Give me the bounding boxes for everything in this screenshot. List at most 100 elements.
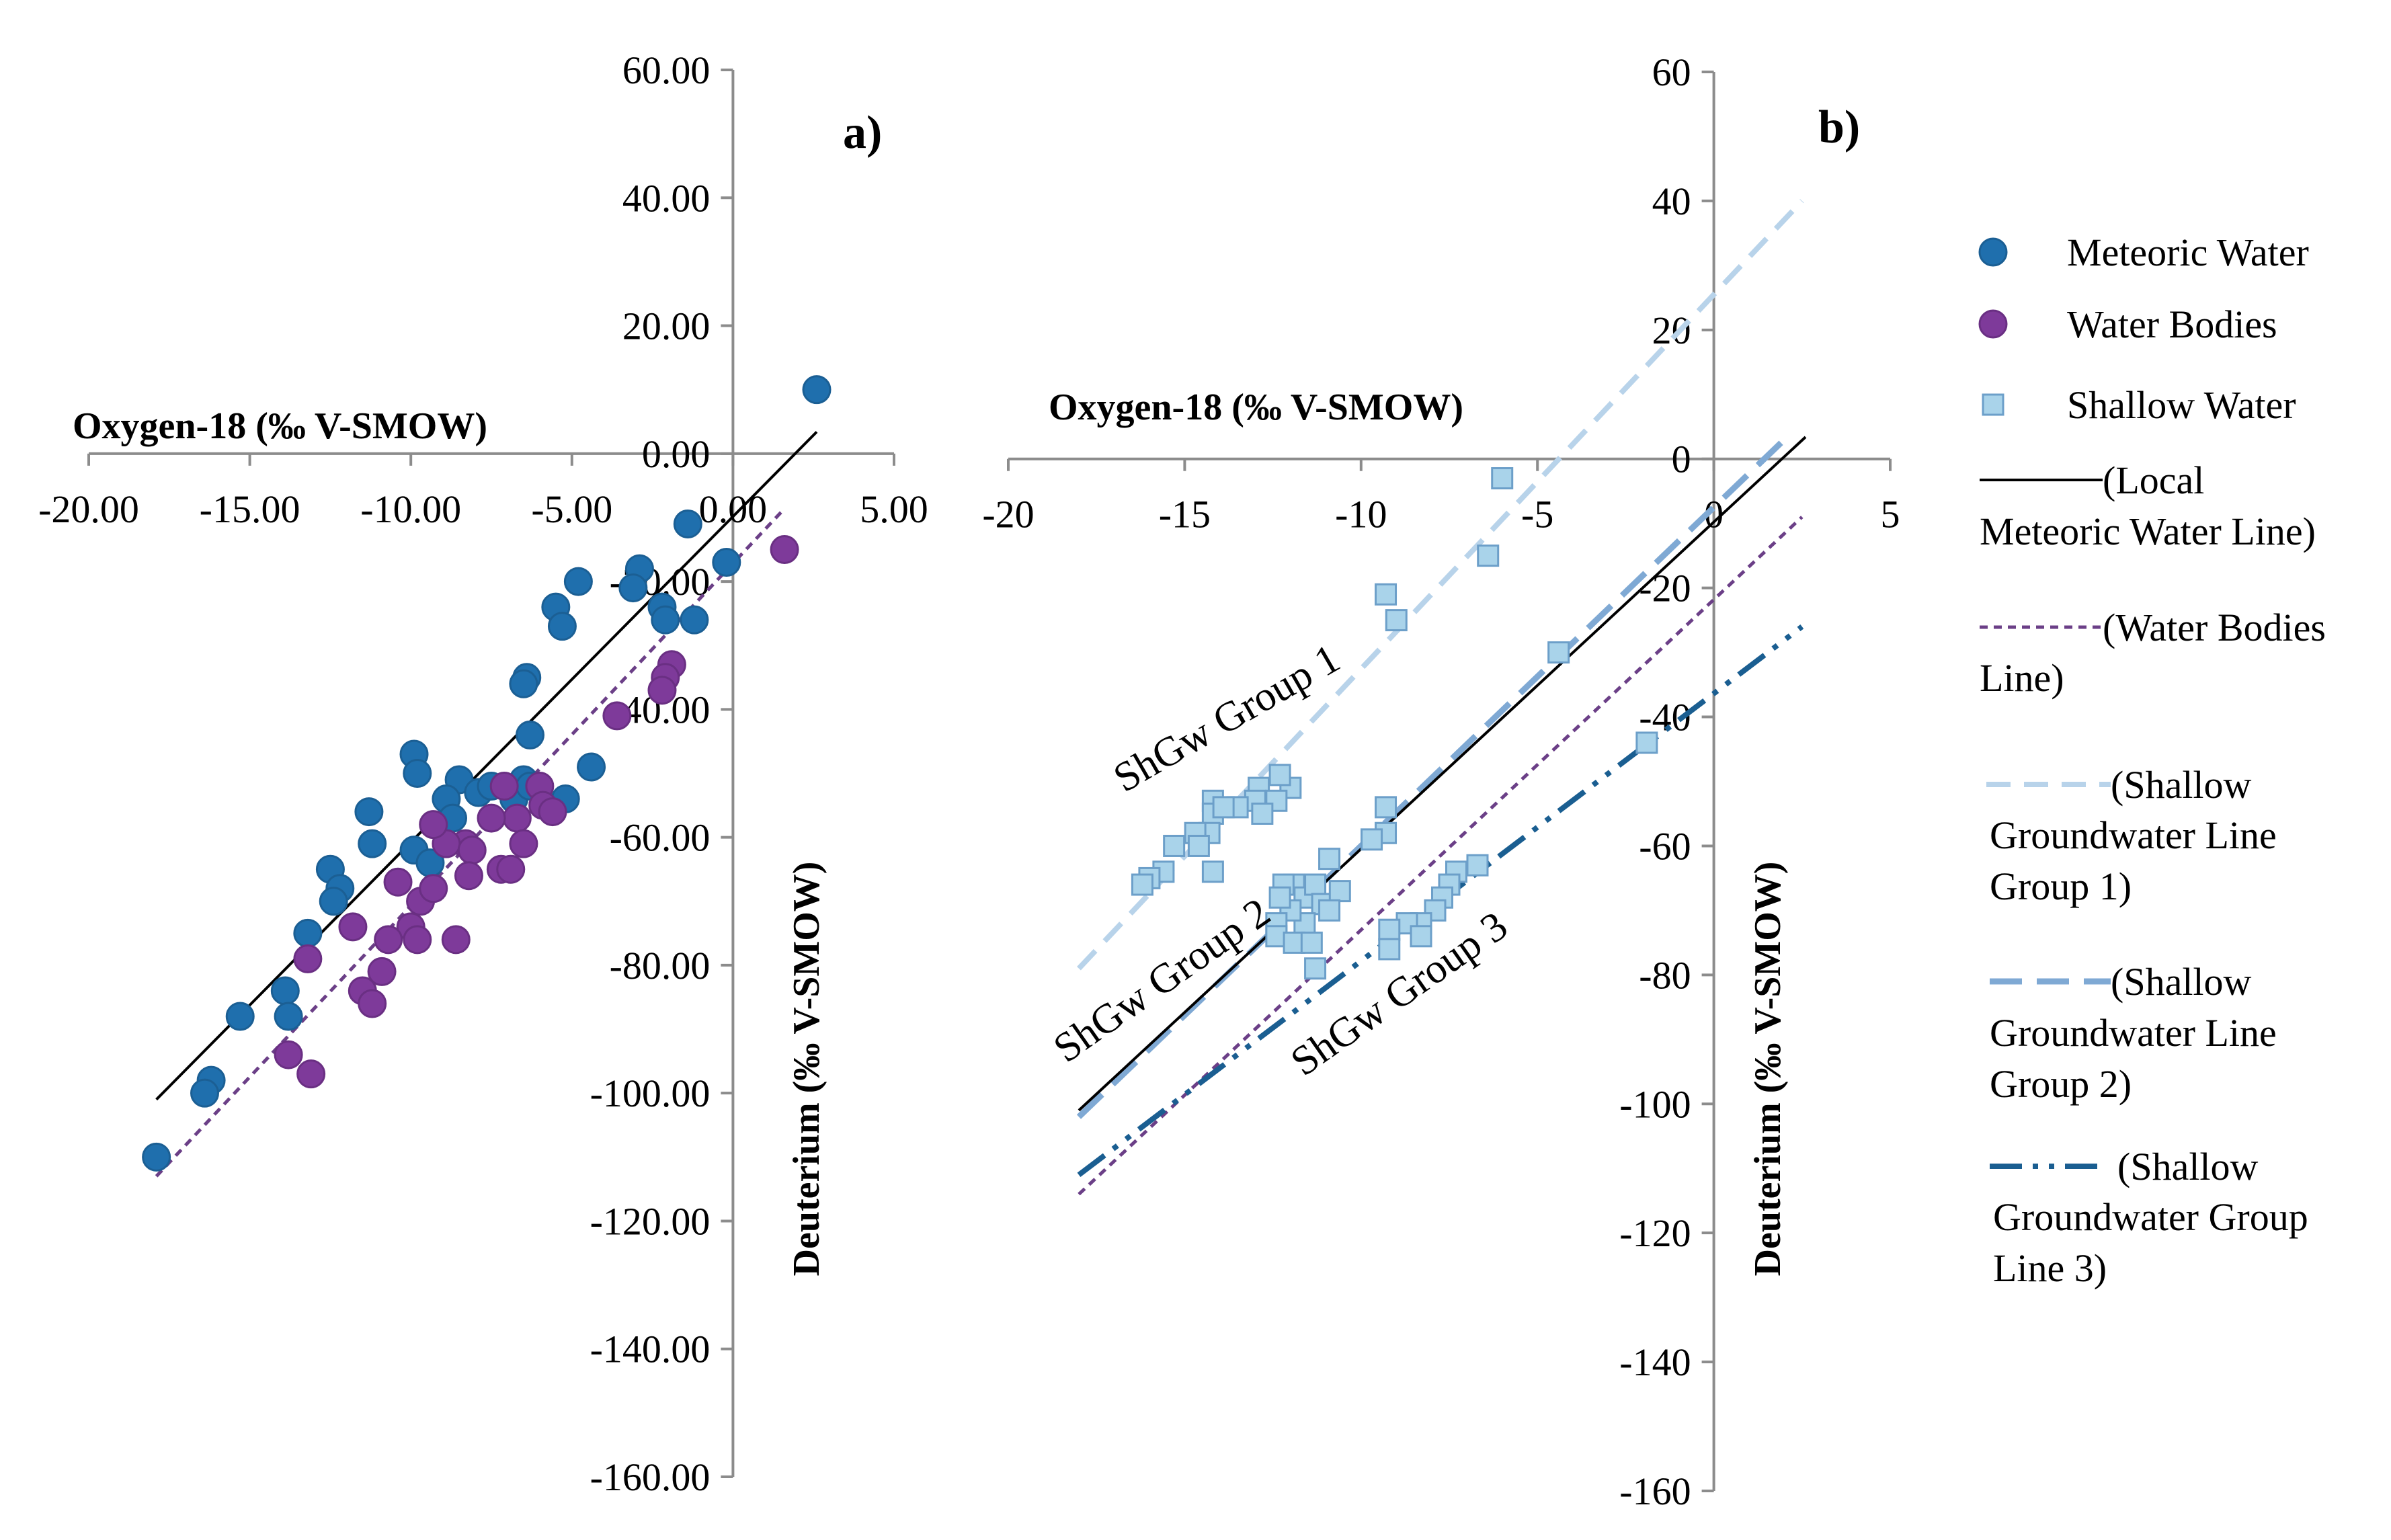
fit-line-shallow-groundwater-line-group-2: [1076, 437, 1787, 1119]
shallow-water-point: [1361, 828, 1383, 851]
shallow-water-point: [1491, 467, 1514, 490]
legend-label-sgl3-3: Line 3): [1993, 1246, 2107, 1290]
panel-a-axes: -20.00 -15.00 -10.00 -5.00 0.00 5.00 60.00 40.0…: [38, 48, 928, 1499]
shallow-water-point: [1318, 899, 1341, 922]
shallow-water-point: [1385, 609, 1408, 632]
shallow-water-point: [1410, 925, 1432, 948]
meteoric-water-point: [618, 573, 648, 603]
panel-b-label: b): [1818, 102, 1860, 153]
shallow-water-point: [1378, 918, 1401, 941]
x-tick-label: -20: [982, 493, 1034, 536]
panel-b-fit-lines: [1076, 199, 1807, 1196]
meteoric-water-point: [354, 797, 384, 827]
water-bodies-point: [502, 803, 532, 833]
legend: Meteoric Water Water Bodies Shallow Wate…: [1978, 231, 2326, 1290]
meteoric-water-point: [651, 605, 680, 635]
panel-b-chart: -20 -15 -10 -5 0 56040200-20-40-60-80-100-120…: [982, 50, 1900, 1513]
panel-b-axes: -20 -15 -10 -5 0 56040200-20-40-60-80-100-120…: [982, 50, 1900, 1513]
legend-label-wbl-2: Line): [1980, 656, 2064, 700]
y-tick-label: -140.00: [590, 1328, 711, 1371]
legend-label-sgl1-1: (Shallow: [2111, 763, 2252, 807]
water-bodies-point: [296, 1059, 326, 1089]
meteoric-water-point: [712, 548, 741, 577]
y-tick-label: -60.00: [610, 816, 711, 860]
x-tick-label: -5.00: [531, 487, 612, 531]
y-tick-label: -160.00: [590, 1455, 711, 1499]
meteoric-water-point: [680, 605, 709, 635]
y-tick-label: -80: [1639, 953, 1691, 997]
y-tick-label: -160: [1619, 1469, 1691, 1513]
water-bodies-point: [509, 829, 538, 858]
meteoric-water-point: [673, 509, 702, 538]
x-tick-label: -20.00: [38, 487, 139, 531]
legend-label-shallow: Shallow Water: [2067, 383, 2296, 427]
panel-a-chart: -20.00 -15.00 -10.00 -5.00 0.00 5.00 60.00 40.0…: [38, 48, 928, 1499]
meteoric-water-point: [577, 752, 606, 782]
water-bodies-point: [770, 535, 799, 565]
water-bodies-point: [338, 912, 368, 942]
shallow-water-point: [1328, 880, 1351, 903]
meteoric-water-point: [802, 375, 832, 405]
y-tick-label: -60: [1639, 824, 1691, 868]
shallow-water-point: [1268, 886, 1291, 909]
panel-b-y-axis-title: Deuterium (‰ V-SMOW): [1747, 862, 1789, 1276]
shallow-water-point: [1251, 802, 1274, 825]
water-bodies-point: [457, 836, 487, 865]
shallow-water-point: [1375, 583, 1397, 606]
meteoric-water-point: [190, 1078, 220, 1108]
water-bodies-point: [403, 925, 432, 955]
y-tick-label: -100: [1619, 1082, 1691, 1126]
y-tick-label: 40.00: [622, 176, 711, 220]
fit-line-local-meteoric-water-line: [1078, 436, 1807, 1112]
legend-label-lmwl-2: Meteoric Water Line): [1980, 510, 2316, 553]
y-tick-label: 20: [1652, 309, 1691, 352]
panel-a-y-axis-title: Deuterium (‰ V-SMOW): [786, 862, 827, 1276]
annotation-shgw-group-2: ShGw Group 2: [1045, 889, 1279, 1071]
panel-a-label: a): [843, 107, 882, 159]
meteoric-water-point: [225, 1002, 255, 1031]
legend-label-meteoric: Meteoric Water: [2067, 231, 2309, 274]
y-tick-label: 60: [1652, 50, 1691, 94]
meteoric-water-point: [563, 567, 593, 596]
water-bodies-point: [293, 944, 323, 973]
y-tick-label: 60.00: [622, 48, 711, 92]
legend-label-sgl3-1: (Shallow: [2117, 1145, 2259, 1188]
shallow-water-point: [1304, 957, 1327, 980]
fit-line-shallow-groundwater-line-group-1: [1077, 199, 1804, 971]
shallow-water-point: [1131, 873, 1153, 896]
y-tick-label: -140: [1619, 1340, 1691, 1384]
meteoric-water-point: [509, 669, 538, 698]
fit-line-local-meteoric-water-line: [155, 431, 818, 1101]
shallow-water-point: [1378, 938, 1401, 961]
water-bodies-point: [358, 989, 387, 1018]
y-tick-label: -80.00: [610, 944, 711, 987]
water-bodies-point: [419, 874, 448, 903]
shallow-water-point: [1477, 544, 1500, 567]
shallow-water-point: [1268, 764, 1291, 786]
panel-a-x-axis-title: Oxygen-18 (‰ V-SMOW): [73, 405, 487, 447]
legend-label-lmwl-1: (Local: [2103, 458, 2204, 502]
shallow-water-point: [1187, 834, 1210, 857]
x-tick-label: -10.00: [360, 487, 461, 531]
legend-label-water-bodies: Water Bodies: [2067, 302, 2277, 346]
legend-label-sgl1-2: Groundwater Line: [1990, 813, 2277, 857]
panel-a-data-points: [142, 375, 832, 1172]
shallow-water-point: [1318, 848, 1341, 870]
water-bodies-point: [477, 803, 506, 833]
legend-label-sgl3-2: Groundwater Group: [1993, 1195, 2308, 1239]
meteoric-water-point: [274, 1002, 303, 1031]
shallow-water-point: [1547, 641, 1570, 664]
water-bodies-point: [489, 772, 519, 801]
x-tick-label: 5.00: [860, 487, 928, 531]
shallow-water-point: [1163, 834, 1186, 857]
water-bodies-point: [419, 810, 448, 840]
meteoric-water-point: [358, 829, 387, 858]
water-bodies-point: [374, 925, 403, 955]
meteoric-water-point: [142, 1142, 171, 1172]
water-bodies-point: [496, 854, 526, 884]
meteoric-water-point: [547, 612, 577, 641]
meteoric-water-point: [403, 759, 432, 788]
x-tick-label: 5: [1881, 493, 1900, 536]
water-bodies-point: [274, 1040, 303, 1069]
